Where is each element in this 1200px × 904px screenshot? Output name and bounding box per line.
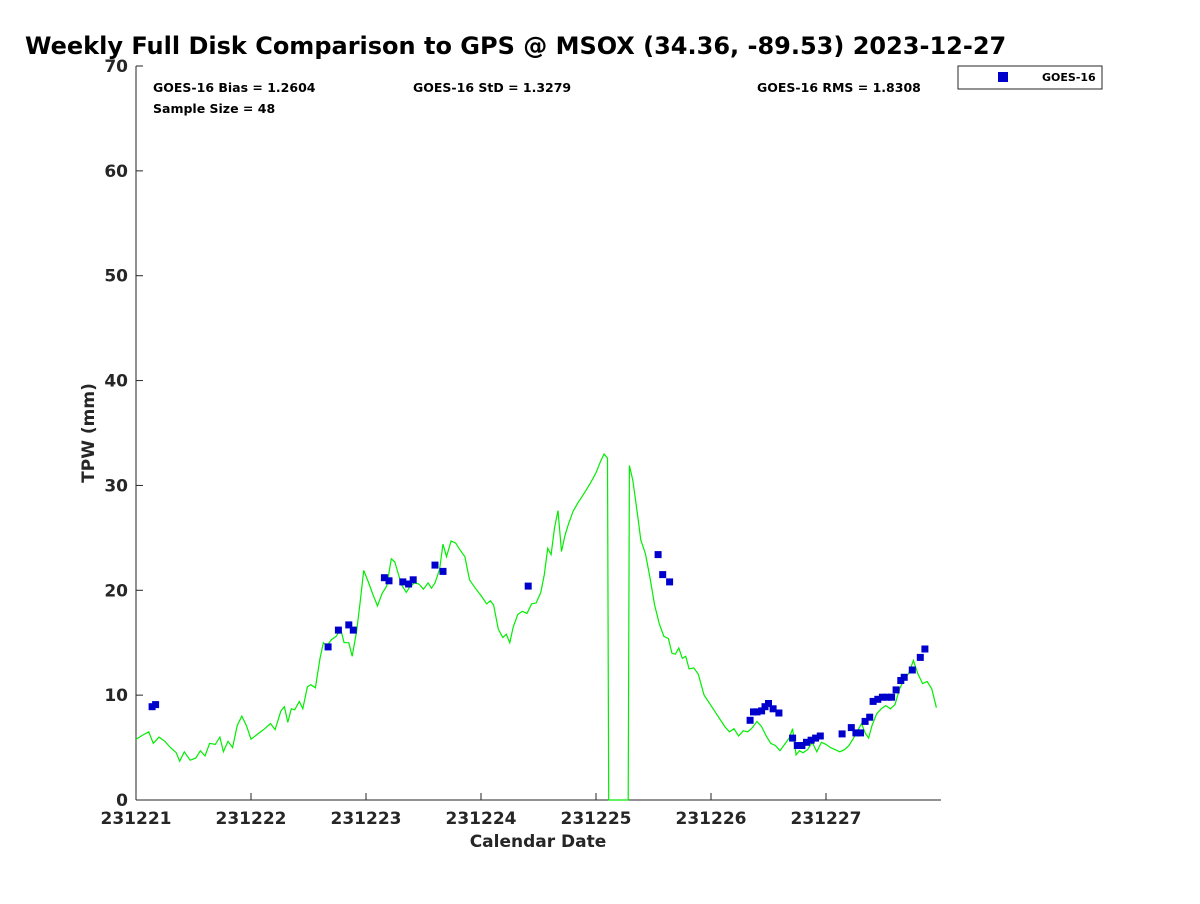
y-tick-label: 10	[104, 686, 128, 706]
goes16-point	[324, 643, 332, 651]
y-tick-label: 60	[104, 162, 128, 182]
goes16-point	[524, 582, 532, 590]
goes16-point	[866, 713, 874, 721]
goes16-point	[816, 732, 824, 740]
goes16-point	[874, 695, 882, 703]
bias-stat: GOES-16 Bias = 1.2604	[153, 80, 316, 95]
x-tick-label: 231222	[216, 809, 287, 829]
goes16-point	[789, 734, 797, 742]
goes16-point	[861, 717, 869, 725]
goes16-point	[838, 730, 846, 738]
goes16-point	[758, 707, 766, 715]
goes16-point	[888, 693, 896, 701]
goes16-point	[439, 567, 447, 575]
goes16-point	[812, 734, 820, 742]
y-tick-label: 20	[104, 581, 128, 601]
goes16-point	[409, 576, 417, 584]
y-tick-label: 70	[104, 57, 128, 77]
x-tick-label: 231226	[676, 809, 747, 829]
goes16-point	[878, 693, 886, 701]
goes16-point	[803, 738, 810, 746]
x-axis-ticks: 231221 231222 231223 231224 231225 231226 2312…	[101, 793, 862, 829]
goes16-point	[900, 673, 908, 681]
y-tick-label: 0	[116, 791, 128, 811]
x-tick-label: 231224	[446, 809, 517, 829]
legend-label-goes16: GOES-16	[1042, 71, 1096, 84]
goes16-point	[666, 578, 674, 586]
x-tick-label: 231227	[791, 809, 862, 829]
goes16-point	[746, 716, 754, 724]
goes16-point	[916, 653, 924, 661]
legend-marker-goes16	[998, 72, 1008, 82]
chart-title: Weekly Full Disk Comparison to GPS @ MSO…	[25, 32, 1006, 60]
sample-size-stat: Sample Size = 48	[153, 101, 275, 116]
goes16-point	[349, 626, 357, 634]
goes16-point	[385, 577, 393, 585]
goes16-point	[152, 701, 160, 709]
goes16-series	[148, 551, 929, 749]
goes16-point	[807, 736, 815, 744]
x-axis-label: Calendar Date	[470, 832, 607, 852]
rms-stat: GOES-16 RMS = 1.8308	[757, 80, 921, 95]
goes16-point	[380, 574, 388, 582]
x-tick-label: 231223	[331, 809, 402, 829]
y-axis-label: TPW (mm)	[79, 383, 99, 483]
goes16-point	[921, 645, 929, 653]
goes16-point	[654, 551, 662, 559]
y-axis-ticks: 0 10 20 30 40 50 60 70	[104, 57, 143, 811]
goes16-point	[765, 700, 772, 707]
goes16-point	[857, 729, 864, 737]
goes16-point	[847, 724, 855, 732]
gps-line	[135, 452, 937, 801]
goes16-point	[852, 729, 860, 737]
goes16-point	[405, 580, 413, 588]
y-tick-label: 50	[104, 267, 128, 287]
goes16-point	[345, 621, 353, 629]
goes16-point	[431, 561, 439, 569]
x-tick-label: 231225	[561, 809, 632, 829]
goes16-point	[798, 742, 806, 749]
goes16-point	[769, 705, 777, 713]
x-tick-label: 231221	[101, 809, 172, 829]
y-tick-label: 30	[104, 476, 128, 496]
goes16-point	[659, 571, 667, 579]
y-tick-label: 40	[104, 372, 128, 392]
gps-series	[135, 452, 937, 801]
plot-area: 231221 231222 231223 231224 231225 231226 2312…	[101, 57, 941, 829]
goes16-point	[869, 697, 877, 705]
legend: GOES-16	[957, 65, 1103, 90]
goes16-point	[399, 578, 407, 586]
goes16-point	[892, 686, 900, 694]
goes16-point	[908, 666, 916, 674]
plot-frame	[136, 66, 941, 800]
goes16-point	[753, 708, 761, 716]
goes16-point	[793, 742, 801, 749]
goes16-point	[883, 693, 891, 701]
std-stat: GOES-16 StD = 1.3279	[413, 80, 571, 95]
goes16-point	[334, 626, 342, 634]
legend-box	[957, 65, 1103, 90]
goes16-point	[775, 709, 783, 717]
